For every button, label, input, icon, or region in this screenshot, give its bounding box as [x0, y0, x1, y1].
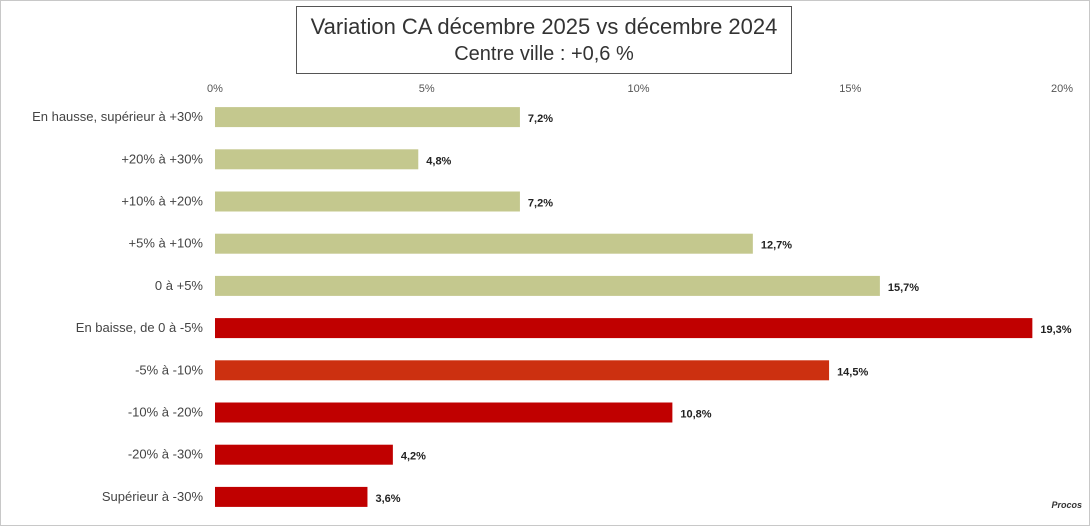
- bar: [215, 107, 520, 128]
- bar-value-label: 10,8%: [680, 409, 711, 421]
- bar: [215, 360, 830, 381]
- bar: [215, 275, 880, 296]
- bar: [215, 191, 520, 212]
- x-tick-label: 0%: [207, 83, 223, 95]
- chart-title: Variation CA décembre 2025 vs décembre 2…: [310, 14, 778, 39]
- bar: [215, 444, 393, 465]
- bar-value-label: 4,8%: [426, 155, 451, 167]
- category-label: 0 à +5%: [155, 278, 204, 293]
- category-label: +10% à +20%: [121, 194, 203, 209]
- bar-value-label: 19,3%: [1040, 324, 1071, 336]
- bar-value-label: 12,7%: [761, 240, 792, 252]
- category-label: -10% à -20%: [128, 405, 204, 420]
- x-tick-label: 10%: [627, 83, 649, 95]
- bar-value-label: 14,5%: [837, 366, 868, 378]
- bar-value-label: 15,7%: [888, 282, 919, 294]
- brand-logo: Procos: [1051, 500, 1082, 510]
- bar-value-label: 7,2%: [528, 113, 553, 125]
- bar-value-label: 7,2%: [528, 198, 553, 210]
- bar: [215, 233, 753, 254]
- bar-value-label: 3,6%: [375, 493, 400, 505]
- category-label: Supérieur à -30%: [102, 489, 204, 504]
- bar: [215, 149, 419, 170]
- category-label: +20% à +30%: [121, 151, 203, 166]
- x-tick-label: 20%: [1051, 83, 1073, 95]
- category-label: En baisse, de 0 à -5%: [76, 320, 204, 335]
- chart-title-box: Variation CA décembre 2025 vs décembre 2…: [296, 6, 792, 74]
- category-label: -5% à -10%: [135, 362, 203, 377]
- category-label: +5% à +10%: [129, 236, 204, 251]
- category-label: -20% à -30%: [128, 447, 204, 462]
- category-label: En hausse, supérieur à +30%: [32, 109, 203, 124]
- bar-value-label: 4,2%: [401, 451, 426, 463]
- chart-subtitle: Centre ville : +0,6 %: [454, 43, 634, 65]
- bar: [215, 318, 1033, 339]
- bar: [215, 486, 368, 507]
- x-tick-label: 5%: [419, 83, 435, 95]
- bar: [215, 402, 673, 423]
- x-tick-label: 15%: [839, 83, 861, 95]
